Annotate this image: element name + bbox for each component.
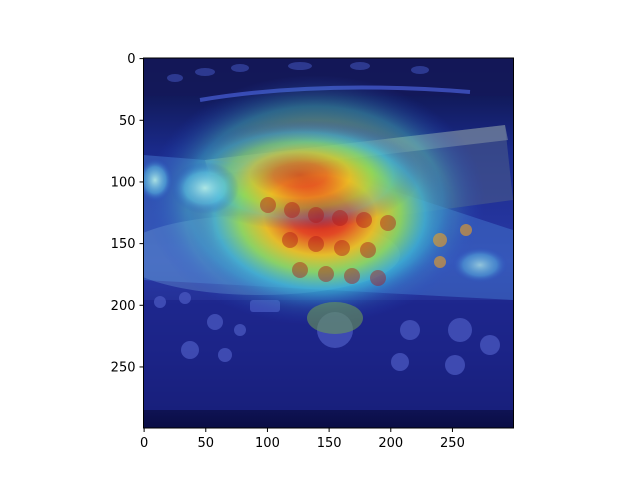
y-axis: 0 50 100 150 200 250	[111, 52, 144, 375]
x-tick-label: 100	[255, 436, 280, 451]
x-tick-label: 200	[378, 436, 403, 451]
y-tick-label: 200	[111, 299, 136, 314]
image-area	[143, 58, 514, 428]
x-tick-label: 0	[140, 436, 148, 451]
y-tick-label: 250	[111, 360, 136, 375]
y-tick-label: 150	[111, 237, 136, 252]
x-tick-label: 150	[317, 436, 342, 451]
y-tick-label: 0	[127, 52, 135, 67]
plot-frame	[143, 57, 514, 429]
x-axis: 0 50 100 150 200 250	[140, 428, 465, 451]
x-tick-label: 250	[440, 436, 465, 451]
x-tick-label: 50	[198, 436, 215, 451]
y-tick-label: 100	[111, 175, 136, 190]
y-tick-label: 50	[119, 114, 136, 129]
